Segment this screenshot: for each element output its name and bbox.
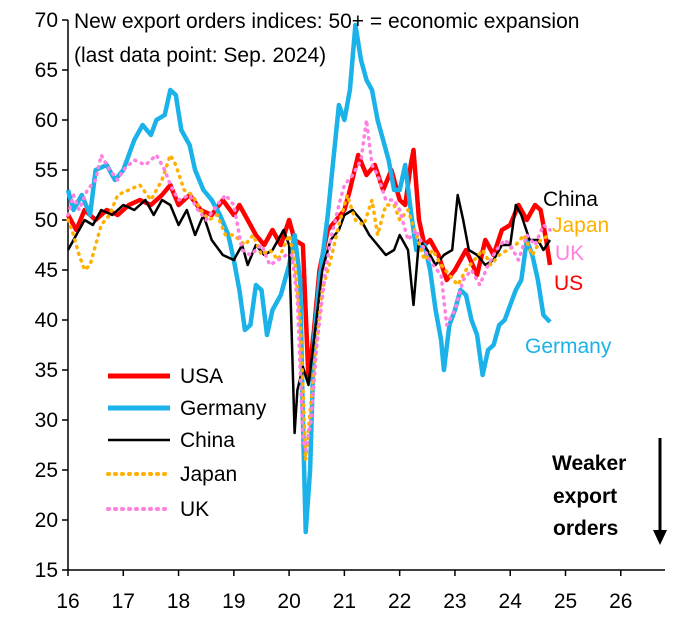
x-tick-label: 19 bbox=[222, 590, 245, 613]
chart-title-line-2: (last data point: Sep. 2024) bbox=[74, 44, 326, 67]
y-tick-label: 45 bbox=[35, 259, 58, 282]
y-tick-label: 60 bbox=[35, 109, 58, 132]
series-line-germany bbox=[65, 22, 552, 535]
y-tick-label: 55 bbox=[35, 159, 58, 182]
x-tick-label: 25 bbox=[554, 590, 577, 613]
x-tick-label: 18 bbox=[167, 590, 190, 613]
weaker-export-orders-note: Weaker export orders bbox=[552, 438, 667, 545]
note-line-1: Weaker bbox=[552, 452, 626, 475]
legend-label-usa: USA bbox=[180, 365, 223, 388]
end-label-germany: Germany bbox=[525, 335, 612, 358]
x-tick-label: 16 bbox=[56, 590, 79, 613]
x-tick-label: 21 bbox=[333, 590, 356, 613]
series-line-china bbox=[66, 193, 552, 435]
legend-label-germany: Germany bbox=[180, 397, 267, 420]
legend-label-japan: Japan bbox=[180, 463, 237, 486]
series-line-usa bbox=[66, 147, 553, 383]
x-tick-label: 26 bbox=[609, 590, 632, 613]
note-line-3: orders bbox=[553, 517, 618, 540]
x-tick-label: 22 bbox=[388, 590, 411, 613]
chart-title-line-1: New export orders indices: 50+ = economi… bbox=[74, 10, 579, 33]
chart-title: New export orders indices: 50+ = economi… bbox=[74, 10, 579, 67]
end-label-china: China bbox=[543, 188, 598, 211]
x-tick-label: 23 bbox=[443, 590, 466, 613]
series-end-labels: China Japan UK US Germany bbox=[525, 188, 612, 358]
y-tick-label: 35 bbox=[35, 359, 58, 382]
y-tick-label: 40 bbox=[35, 309, 58, 332]
y-tick-label: 65 bbox=[35, 59, 58, 82]
end-label-us: US bbox=[554, 272, 583, 295]
y-tick-label: 50 bbox=[35, 209, 58, 232]
y-tick-label: 70 bbox=[35, 9, 58, 32]
legend: USA Germany China Japan UK bbox=[106, 365, 267, 521]
end-label-japan: Japan bbox=[552, 214, 609, 237]
legend-label-uk: UK bbox=[180, 498, 209, 521]
down-arrow-icon bbox=[653, 530, 667, 545]
series-lines bbox=[65, 22, 553, 535]
y-tick-label: 15 bbox=[35, 559, 58, 582]
legend-label-china: China bbox=[180, 429, 235, 452]
axes: 15 20 25 30 35 40 45 50 55 60 65 70 16 17 18 19 20 21 22 2… bbox=[35, 9, 665, 613]
y-tick-label: 25 bbox=[35, 459, 58, 482]
x-tick-label: 17 bbox=[112, 590, 135, 613]
end-label-uk: UK bbox=[555, 242, 584, 265]
note-line-2: export bbox=[553, 485, 617, 508]
y-axis-ticks: 15 20 25 30 35 40 45 50 55 60 65 70 bbox=[35, 9, 68, 582]
x-axis-ticks: 16 17 18 19 20 21 22 23 24 25 26 bbox=[56, 570, 632, 613]
y-tick-label: 30 bbox=[35, 409, 58, 432]
series-line-uk bbox=[66, 118, 552, 452]
x-tick-label: 20 bbox=[277, 590, 300, 613]
x-tick-label: 24 bbox=[499, 590, 523, 613]
y-tick-label: 20 bbox=[35, 509, 58, 532]
